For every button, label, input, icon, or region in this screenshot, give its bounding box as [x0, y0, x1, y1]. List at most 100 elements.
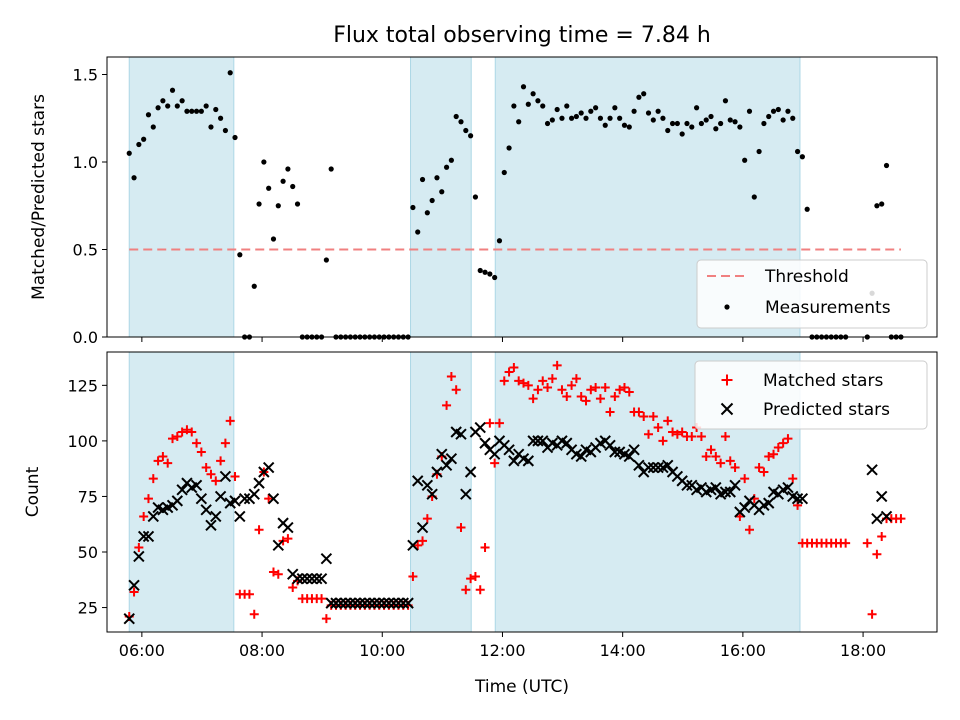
matched-star-point — [129, 587, 139, 597]
matched-star-point — [576, 391, 586, 401]
matched-star-point — [769, 449, 779, 459]
measurement-point — [597, 115, 604, 121]
measurement-point — [443, 164, 450, 170]
matched-star-point — [552, 360, 562, 370]
predicted-star-point — [378, 597, 390, 609]
measurement-point — [780, 117, 786, 123]
matched-star-point — [624, 387, 634, 397]
matched-star-point — [201, 463, 211, 473]
measurement-point — [145, 112, 152, 118]
measurement-point — [213, 106, 219, 113]
matched-star-point — [317, 594, 327, 604]
x-tick-label: 06:00 — [119, 641, 165, 660]
predicted-star-point — [474, 421, 486, 434]
predicted-star-point — [875, 490, 888, 503]
matched-star-point — [615, 385, 625, 395]
matched-star-point — [216, 456, 226, 466]
measurement-point — [751, 194, 757, 200]
matched-star-point — [211, 476, 221, 486]
predicted-star-point — [306, 572, 318, 585]
matched-star-point — [446, 371, 456, 381]
matched-star-point — [134, 543, 144, 553]
matched-star-point — [538, 376, 548, 386]
predicted-star-point — [142, 530, 155, 543]
measurement-point — [554, 106, 560, 113]
matched-star-point — [187, 427, 197, 437]
measurement-point — [737, 124, 743, 130]
shaded-interval — [128, 351, 235, 633]
matched-star-point — [442, 400, 452, 410]
predicted-star-point — [508, 455, 520, 467]
measurement-point — [645, 110, 652, 116]
measurement-point — [879, 201, 885, 207]
predicted-star-point — [325, 597, 337, 609]
predicted-star-point — [633, 459, 645, 472]
bottom-plot-frame — [106, 351, 938, 633]
matched-star-point — [244, 589, 254, 599]
matched-star-point — [877, 531, 887, 541]
measurement-point — [804, 206, 810, 212]
matched-star-point — [422, 514, 432, 524]
matched-star-point — [158, 451, 168, 461]
matched-star-point — [706, 445, 716, 455]
matched-star-point — [581, 396, 591, 406]
predicted-star-point — [537, 435, 549, 447]
matched-star-point — [182, 425, 192, 435]
measurement-point — [520, 84, 527, 90]
measurement-point — [193, 108, 200, 114]
measurement-point — [708, 113, 714, 120]
matched-star-point — [485, 418, 495, 428]
legend-predicted-swatch — [720, 402, 734, 416]
legend-predicted-label: Predicted stars — [763, 400, 890, 420]
measurement-point — [251, 283, 257, 289]
measurement-point — [583, 115, 589, 121]
measurement-point — [746, 108, 753, 114]
measurement-point — [540, 103, 546, 109]
predicted-star-point — [248, 488, 260, 500]
measurement-point — [655, 108, 661, 114]
measurement-point — [232, 134, 238, 141]
matched-star-point — [600, 383, 610, 393]
measurement-point — [722, 98, 729, 104]
matched-star-point — [663, 416, 673, 426]
measurement-point — [496, 238, 503, 244]
measurement-point — [290, 183, 296, 190]
matched-star-point — [418, 536, 428, 546]
measurement-point — [621, 122, 628, 128]
predicted-star-point — [642, 461, 655, 474]
measurement-point — [155, 105, 161, 111]
measurement-point — [564, 103, 570, 109]
matched-star-point — [754, 463, 764, 473]
predicted-star-point — [234, 510, 246, 523]
measurement-point — [280, 178, 286, 184]
legend-box — [696, 259, 928, 329]
measurement-point — [150, 124, 156, 130]
matched-star-point — [639, 411, 649, 421]
matched-star-point — [562, 391, 572, 401]
measurement-point — [785, 108, 791, 114]
predicted-star-point — [479, 437, 491, 449]
bottom-legend: Matched stars Predicted stars — [694, 360, 928, 430]
predicted-star-point — [311, 572, 323, 585]
predicted-star-point — [436, 448, 448, 460]
matched-star-point — [586, 385, 596, 395]
measurement-point — [790, 115, 796, 121]
predicted-star-point — [445, 452, 458, 465]
predicted-star-point — [190, 479, 203, 492]
measurement-point — [415, 229, 421, 235]
matched-star-point — [725, 456, 735, 466]
matched-star-point — [896, 514, 906, 524]
matched-star-point — [268, 567, 278, 577]
matched-star-point — [148, 474, 158, 484]
x-tick-label: 18:00 — [840, 641, 886, 660]
matched-star-point — [567, 380, 577, 390]
top-measurement-points — [126, 70, 904, 340]
predicted-star-point — [871, 512, 883, 525]
bottom-x-axis-ticks: 06:00 08:00 10:00 12:00 14:00 16:00 18:00 — [119, 632, 886, 660]
predicted-star-point — [171, 495, 184, 507]
measurement-point — [458, 119, 464, 125]
predicted-star-point — [527, 435, 539, 447]
predicted-star-point — [763, 497, 775, 509]
matched-star-point — [648, 411, 658, 421]
